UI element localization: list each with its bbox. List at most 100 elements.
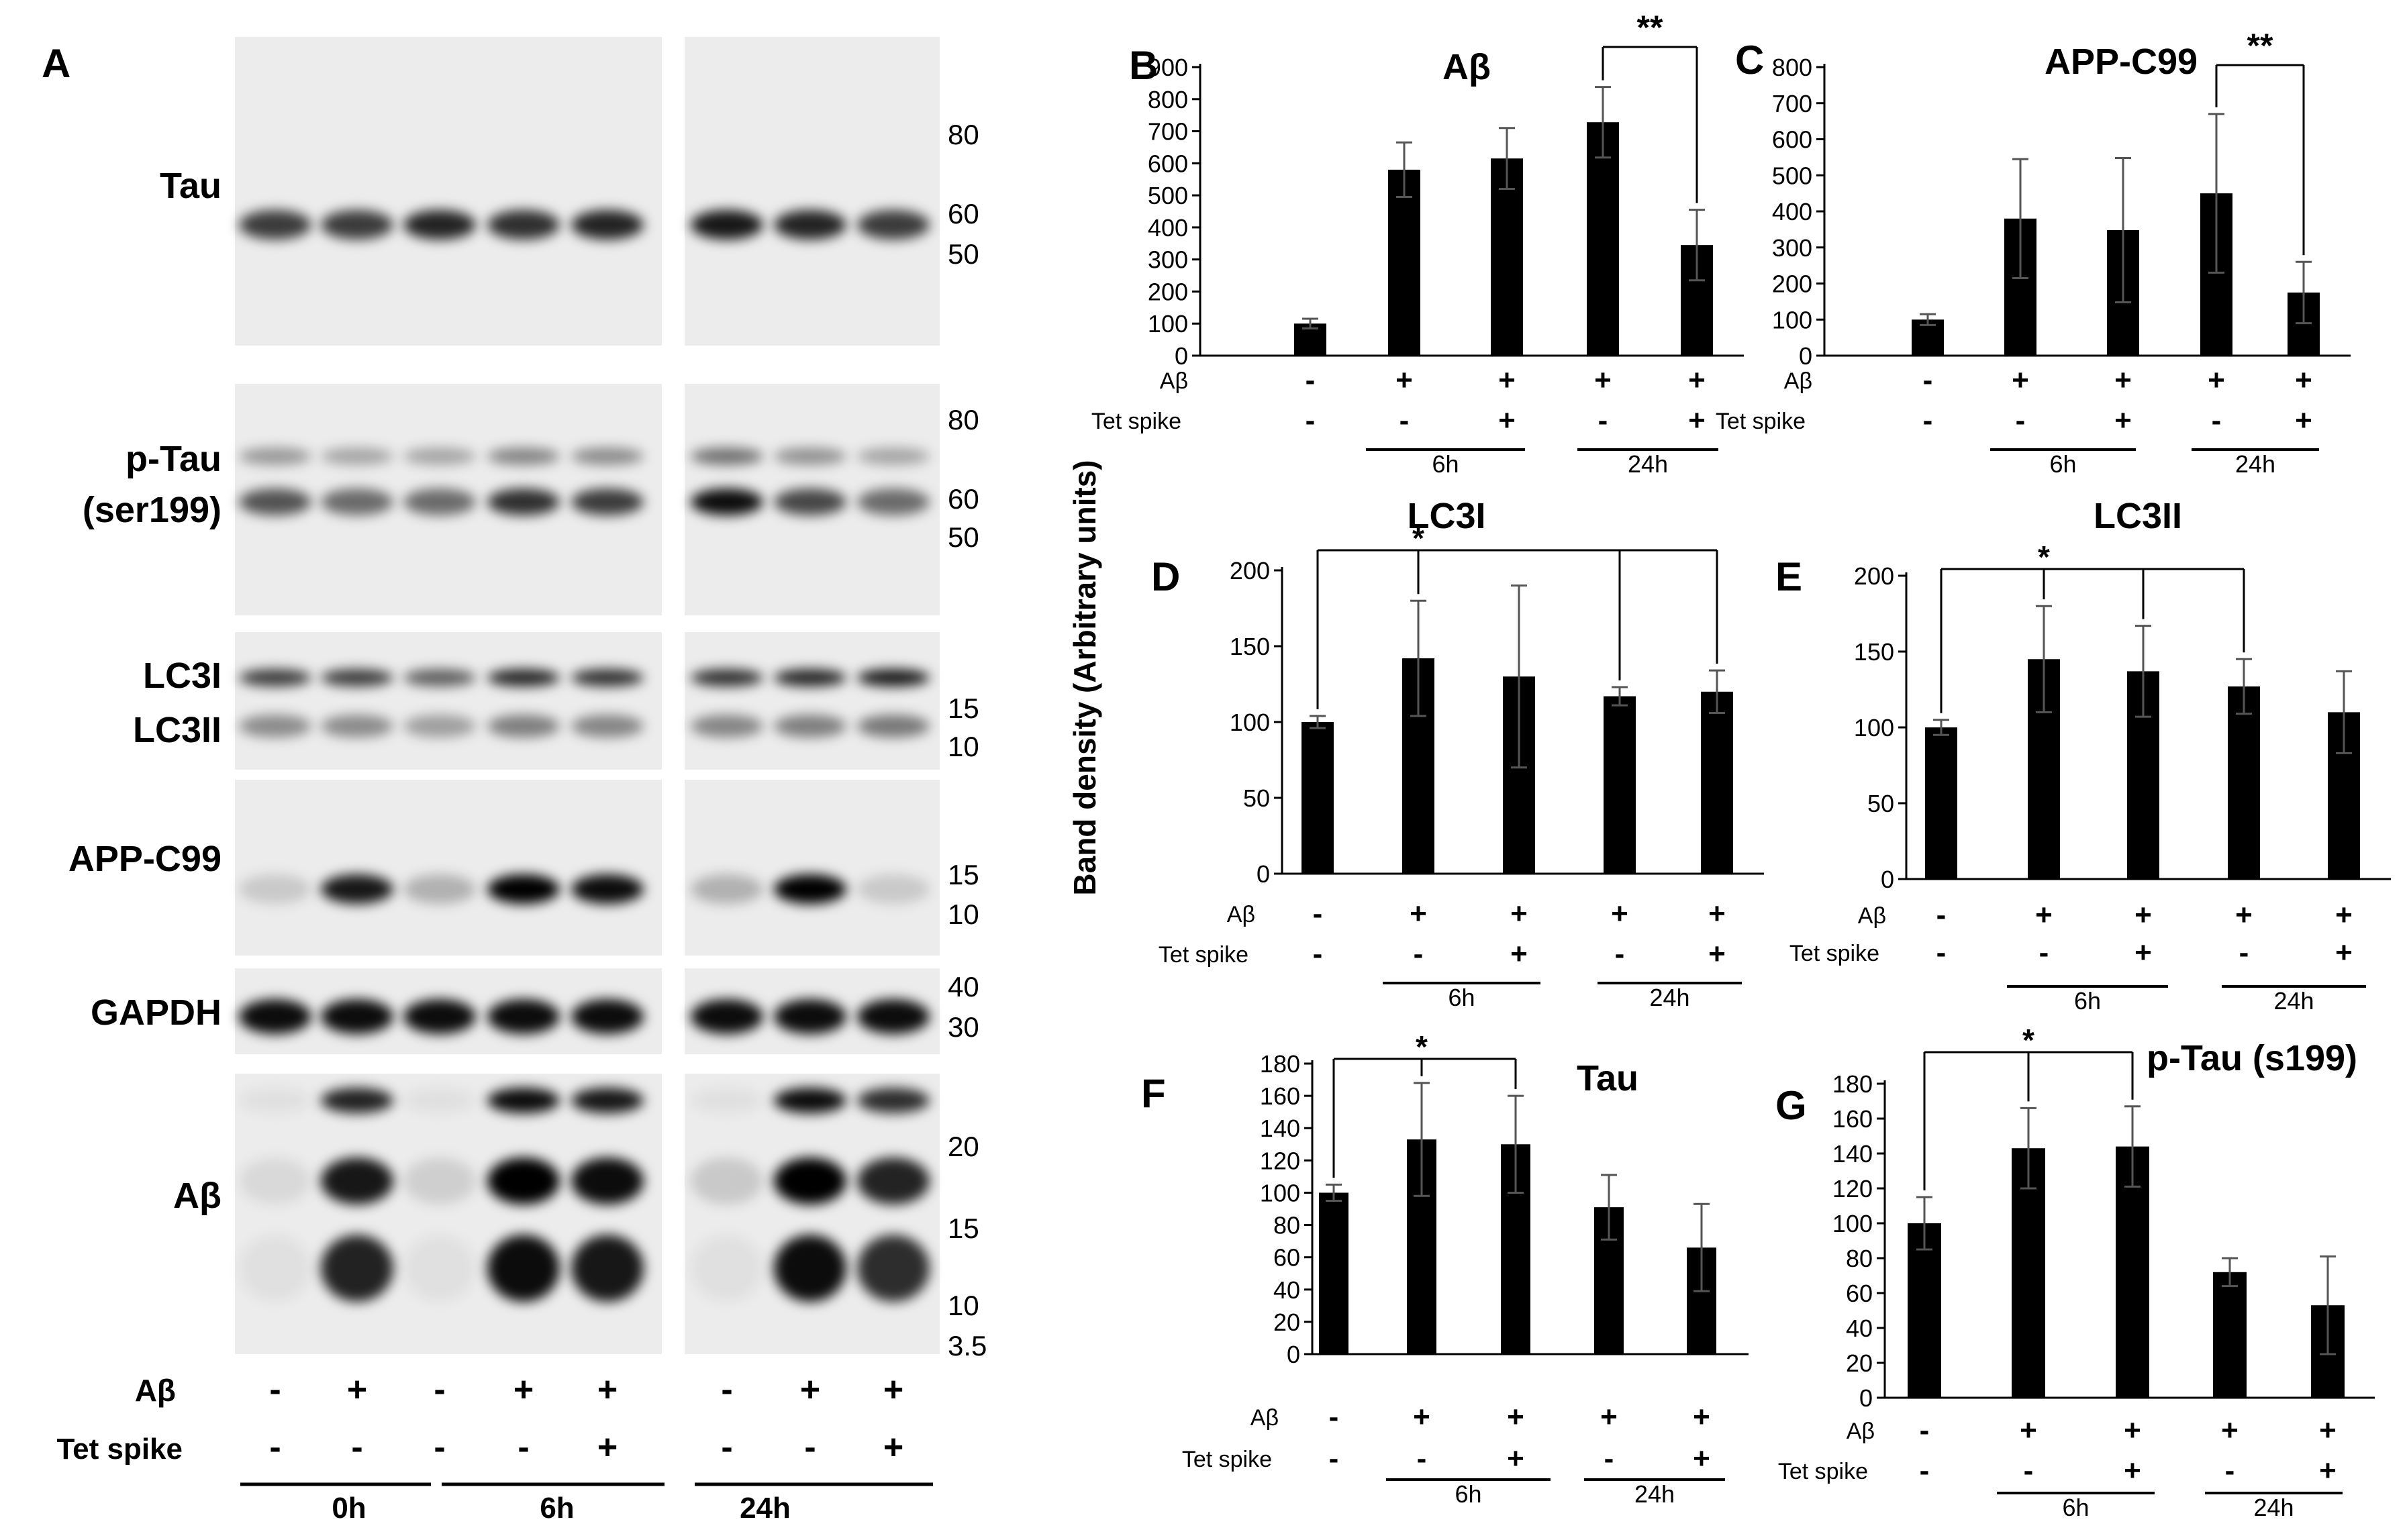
band-lane-5: [571, 874, 644, 904]
bar: [1908, 1223, 1941, 1398]
bar: [1701, 691, 1733, 874]
y-tick-label: 800: [1772, 54, 1812, 81]
band-lane-1: [239, 715, 311, 737]
y-tick-label: 300: [1772, 234, 1812, 262]
membrane-0h-6h: [235, 780, 662, 956]
chart-title: p-Tau (s199): [2147, 1038, 2357, 1078]
band-lane-1: [239, 489, 311, 515]
tet-sign: +: [2295, 404, 2312, 437]
y-tick-label: 100: [1260, 1179, 1300, 1207]
mw-marker: 50: [948, 521, 979, 553]
y-tick-label: 40: [1846, 1315, 1873, 1342]
y-tick-label: 180: [1832, 1070, 1873, 1098]
tet-sign: -: [2016, 404, 2026, 437]
bar: [2213, 1272, 2247, 1398]
panel-letter: E: [1775, 554, 1802, 599]
tet-sign: -: [721, 1428, 732, 1467]
chart-title: Aβ: [1442, 47, 1491, 87]
ab-row-label: Aβ: [1227, 902, 1255, 927]
tet-row-label: Tet spike: [1716, 409, 1806, 434]
bar: [1491, 158, 1523, 356]
band-lane-1: [239, 210, 311, 240]
blot-row-tau: Tau 80 60 50: [160, 37, 979, 346]
tet-row-label: Tet spike: [1789, 941, 1879, 966]
band-lane-4: [487, 715, 560, 737]
time-label: 6h: [2062, 1494, 2089, 1521]
membrane-0h-6h: [235, 632, 662, 770]
mw-marker: 60: [948, 483, 979, 515]
blot-label: APP-C99: [68, 839, 222, 879]
band-lane-3: [403, 1158, 476, 1204]
ab-row-label: Aβ: [1160, 368, 1188, 394]
band-lane-5: [571, 448, 644, 465]
time-label: 6h: [2074, 987, 2101, 1015]
ab-sign: -: [721, 1370, 732, 1409]
band-lane-8: [857, 489, 930, 515]
band-lane-2: [321, 874, 393, 904]
ab-sign: +: [1708, 897, 1726, 930]
y-tick-label: 100: [1148, 310, 1188, 338]
y-tick-label: 900: [1148, 54, 1188, 81]
y-tick-label: 40: [1273, 1276, 1300, 1304]
chart-d: D LC3I 0 50 100 150 200 * Aβ Tet spike - - + - + + + - + +6…: [1151, 496, 1764, 1011]
time-label: 24h: [2253, 1494, 2294, 1521]
tet-sign: -: [434, 1428, 445, 1467]
tet-sign: -: [1313, 937, 1323, 970]
panel-letter: B: [1129, 43, 1158, 88]
y-tick-label: 800: [1148, 86, 1188, 113]
chart-e: E LC3II 0 50 100 150 200 * Aβ Tet spike - - + - + + + - + +…: [1775, 496, 2391, 1015]
y-tick-label: 60: [1846, 1280, 1873, 1307]
band-lane-6: [691, 448, 763, 465]
band-lane-6: [691, 1088, 763, 1113]
ab-sign: -: [1313, 897, 1323, 930]
mw-marker: 30: [948, 1011, 979, 1043]
tet-sign: +: [1688, 404, 1706, 437]
tet-sign: -: [269, 1428, 281, 1467]
y-tick-label: 700: [1772, 90, 1812, 117]
band-lane-3: [403, 1235, 476, 1302]
time-label: 24h: [1634, 1480, 1675, 1508]
ab-sign: -: [1936, 899, 1947, 931]
tet-sign: +: [1507, 1442, 1524, 1475]
mw-marker: 10: [948, 899, 979, 930]
band-lane-4: [487, 448, 560, 465]
y-tick-label: 200: [1772, 270, 1812, 298]
ab-sign: +: [1688, 364, 1706, 397]
band-lane-6: [691, 874, 763, 904]
ab-sign: +: [2221, 1414, 2239, 1447]
tet-sign: -: [1598, 404, 1608, 437]
ab-sign: +: [1594, 364, 1612, 397]
band-lane-2: [321, 999, 393, 1034]
ab-sign: +: [513, 1370, 534, 1409]
band-lane-3: [403, 489, 476, 515]
ab-sign: +: [2012, 364, 2029, 397]
y-tick-label: 60: [1273, 1244, 1300, 1272]
y-tick-label: 50: [1867, 790, 1894, 817]
bar: [2116, 1146, 2149, 1398]
blot-label: (ser199): [83, 490, 222, 530]
tet-sign: +: [2335, 936, 2353, 969]
time-label: 24h: [2235, 450, 2275, 478]
band-lane-5: [571, 1088, 644, 1113]
tet-sign: -: [1604, 1442, 1614, 1475]
mw-marker: 50: [948, 238, 979, 270]
chart-title: LC3I: [1407, 496, 1485, 536]
ab-sign: +: [1410, 897, 1427, 930]
bar: [1388, 169, 1420, 356]
chart-c: C APP-C99 0 100 200 300 400 500 600 700 800 ** Aβ Tet…: [1716, 27, 2351, 478]
tet-sign: -: [518, 1428, 529, 1467]
ab-sign: +: [2020, 1414, 2037, 1447]
membrane-0h-6h: [235, 1074, 662, 1354]
band-lane-4: [487, 669, 560, 686]
tet-sign: +: [2114, 404, 2132, 437]
ab-sign: +: [800, 1370, 820, 1409]
y-tick-label: 0: [1175, 342, 1188, 370]
tet-sign: -: [1923, 404, 1933, 437]
membrane-0h-6h: [235, 37, 662, 346]
y-tick-label: 150: [1230, 633, 1270, 660]
bar: [1587, 122, 1619, 356]
band-lane-6: [691, 715, 763, 737]
sig-label: *: [1412, 521, 1424, 556]
mw-marker: 10: [948, 731, 979, 762]
tet-sign: -: [1329, 1442, 1339, 1475]
